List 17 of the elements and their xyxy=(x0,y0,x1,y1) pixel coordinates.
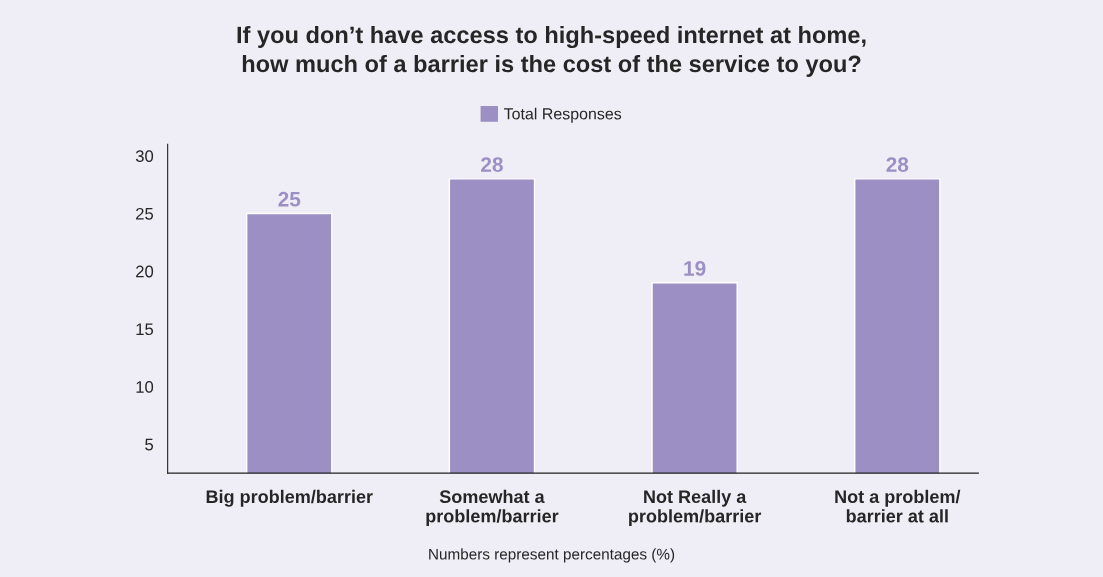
data-label: 19 xyxy=(684,261,706,276)
x-tick-label: Big problem/barrier xyxy=(206,489,373,507)
legend-label: Total Responses xyxy=(504,107,622,123)
x-tick-label: Somewhat a problem/barrier xyxy=(426,489,559,527)
data-label: 28 xyxy=(886,157,909,172)
y-tick-label: 5 xyxy=(145,438,154,451)
y-tick-label: 25 xyxy=(136,207,154,220)
y-tick-label: 30 xyxy=(135,150,154,162)
x-tick-label: Not a problem/ barrier at all xyxy=(835,489,961,523)
y-tick-label: 20 xyxy=(136,265,154,278)
chart-title: If you don’t have access to high-speed internet at home, how much of a barrier is the cost of the service to you? xyxy=(237,25,866,77)
y-tick-label: 10 xyxy=(136,380,154,393)
data-label: 25 xyxy=(278,191,301,207)
text: Numbers represent percentages (%) xyxy=(429,548,675,563)
data-label: 28 xyxy=(481,157,503,172)
y-tick-label: 15 xyxy=(136,323,154,336)
x-tick-label: Not Really a problem/barrier xyxy=(629,489,762,527)
